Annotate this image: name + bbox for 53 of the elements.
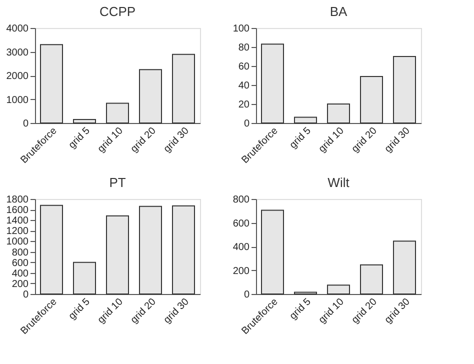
y-tick-label: 1600: [6, 205, 29, 216]
bar: [261, 210, 284, 294]
y-tick-label: 80: [238, 42, 250, 54]
x-tick-label: grid 5: [66, 296, 93, 322]
y-tick-label: 800: [12, 247, 29, 258]
chart-title: BA: [330, 4, 348, 19]
y-tick-label: 1000: [6, 94, 29, 106]
bar: [294, 116, 317, 124]
y-tick-label: 200: [232, 266, 250, 277]
y-tick-label: 1800: [6, 194, 29, 206]
y-tick-label: 60: [238, 62, 250, 72]
y-tick-label: 400: [232, 242, 250, 253]
bar: [73, 118, 96, 124]
bar: [393, 240, 416, 294]
y-tick-label: 1000: [6, 236, 29, 248]
chart-title: CCPP: [99, 4, 136, 19]
y-tick-label: 3000: [6, 47, 29, 58]
bar: [261, 44, 284, 124]
bar: [139, 69, 162, 124]
bar: [360, 264, 383, 294]
y-tick-label: 0: [244, 118, 250, 130]
bar: [106, 215, 129, 294]
y-tick-label: 40: [238, 80, 250, 92]
y-tick-label: 4000: [6, 24, 29, 34]
y-tick-label: 0: [244, 290, 250, 300]
x-tick-label: grid 5: [66, 125, 93, 151]
y-tick-label: 2000: [6, 71, 29, 82]
y-tick-label: 1200: [6, 226, 29, 238]
y-tick-label: 1400: [6, 216, 29, 227]
y-tick-label: 20: [238, 100, 250, 110]
y-tick-label: 0: [22, 290, 29, 300]
y-tick-label: 600: [12, 258, 29, 269]
bar: [393, 56, 416, 124]
x-tick-label: grid 5: [288, 296, 314, 322]
bar: [172, 54, 195, 124]
y-tick-label: 600: [232, 218, 250, 230]
bar: [327, 284, 350, 294]
bar: [106, 102, 129, 124]
y-tick-label: 200: [12, 278, 29, 290]
bar: [172, 205, 195, 294]
x-tick-label: grid 5: [288, 125, 314, 151]
bar: [40, 44, 63, 124]
y-tick-label: 100: [232, 24, 250, 34]
chart-title: Wilt: [328, 175, 350, 190]
chart-title: PT: [109, 175, 126, 190]
bar: [360, 76, 383, 124]
bar: [139, 206, 162, 294]
bar: [40, 204, 63, 294]
y-tick-label: 800: [232, 194, 250, 206]
bar: [327, 104, 350, 124]
bar: [73, 262, 96, 294]
y-tick-label: 400: [12, 268, 29, 280]
y-tick-label: 0: [22, 118, 29, 130]
